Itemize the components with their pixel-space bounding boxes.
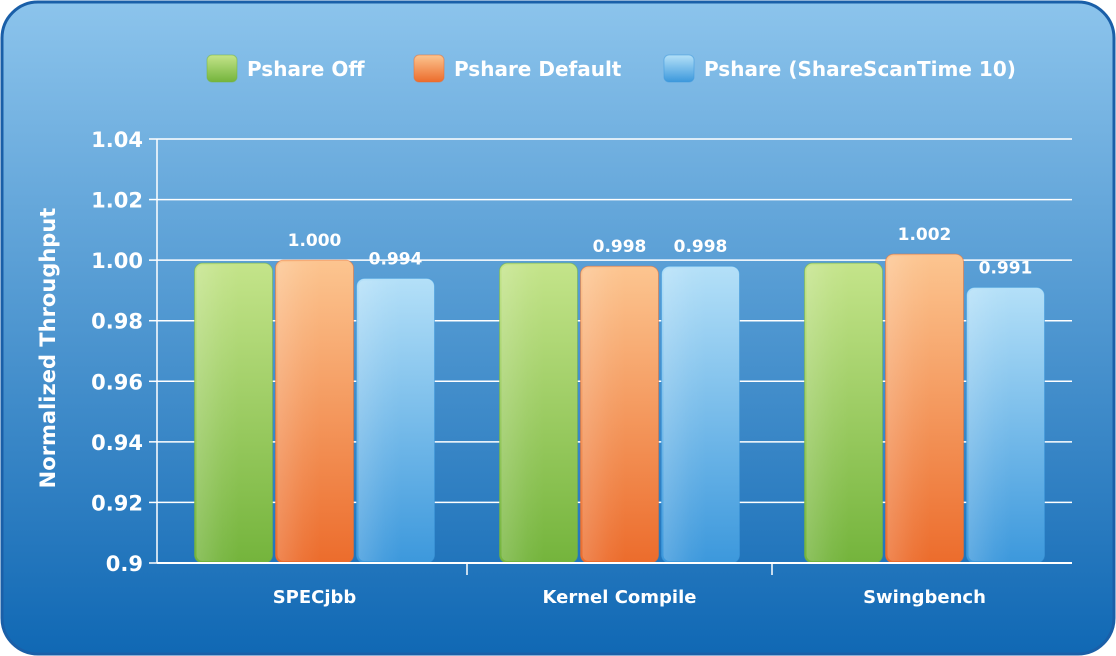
bar-highlight — [358, 280, 402, 561]
y-tick-label: 0.96 — [91, 370, 143, 394]
data-label: 1.002 — [898, 225, 952, 245]
x-tick-label: Kernel Compile — [543, 587, 697, 608]
bar-highlight — [196, 265, 240, 561]
bar-highlight — [277, 262, 321, 561]
data-label: 0.991 — [979, 258, 1033, 278]
x-axis: SPECjbb Kernel Compile Swingbench — [157, 562, 1072, 608]
bar-highlight — [663, 268, 707, 561]
x-tick-label: SPECjbb — [273, 587, 357, 608]
bar-highlight — [968, 289, 1012, 561]
y-tick-label: 1.00 — [91, 249, 143, 273]
legend-swatch — [413, 54, 445, 83]
bar-highlight — [806, 265, 850, 561]
bar-highlight — [887, 256, 931, 561]
y-tick-label: 1.02 — [91, 189, 143, 213]
legend-label: Pshare (ShareScanTime 10) — [704, 57, 1016, 81]
data-label: 0.994 — [369, 249, 423, 269]
x-tick-label: Swingbench — [863, 587, 986, 608]
y-tick-label: 0.92 — [91, 491, 143, 515]
y-tick-label: 0.98 — [91, 310, 143, 334]
y-axis-label: Normalized Throughput — [36, 208, 60, 489]
y-axis: 0.9 0.92 0.94 0.96 0.98 1.00 1.02 1.04 — [91, 128, 158, 576]
y-tick-label: 1.04 — [91, 128, 143, 152]
data-label: 1.000 — [288, 231, 342, 251]
legend-label: Pshare Off — [247, 57, 365, 81]
data-label: 0.998 — [593, 237, 647, 257]
y-tick-label: 0.9 — [106, 552, 143, 576]
legend-swatch — [663, 54, 695, 83]
legend: Pshare Off Pshare Default Pshare (ShareSca… — [206, 54, 1016, 83]
legend-swatch — [206, 54, 238, 83]
y-tick-label: 0.94 — [91, 431, 143, 455]
bars: 1.000 0.994 0.998 0.998 1.002 0.991 — [194, 225, 1045, 564]
legend-label: Pshare Default — [454, 57, 622, 81]
data-label: 0.998 — [674, 237, 728, 257]
bar-highlight — [501, 265, 545, 561]
bar-highlight — [582, 268, 626, 561]
